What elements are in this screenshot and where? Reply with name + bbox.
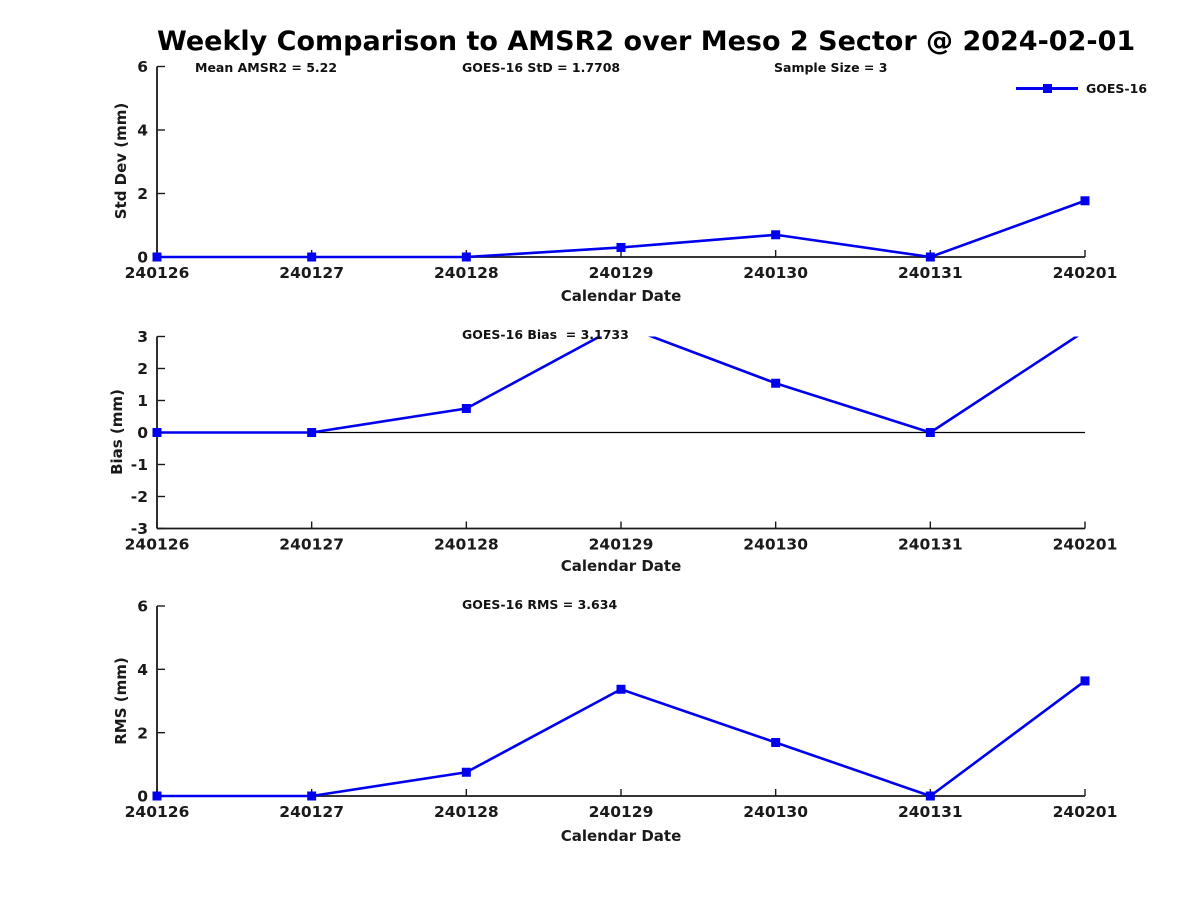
xlabel-bias: Calendar Date [560,557,682,575]
x-tick-label: 240130 [743,264,808,282]
y-tick-label: 3 [137,328,148,346]
y-tick-label: 2 [137,185,148,203]
legend-line-sample [1016,84,1078,93]
chart-bias: 240126 240127 240128 240129 240130 240131 2402… [125,328,1118,554]
data-point-marker [1080,676,1090,686]
y-tick-label: 4 [137,122,148,140]
y-tick-label: -2 [131,488,148,506]
x-tick-label: 240127 [279,536,344,554]
figure-title: Weekly Comparison to AMSR2 over Meso 2 S… [157,26,1136,57]
legend: GOES-16 [1016,81,1147,96]
data-point-marker [152,791,162,801]
y-tick-label: 6 [137,58,148,76]
y-tick-label: 4 [137,661,148,679]
y-tick-label: 2 [137,724,148,742]
square-marker-icon [1043,84,1052,93]
y-tick-label: -3 [131,520,148,538]
xlabel-stddev: Calendar Date [560,287,682,305]
y-tick-label: 2 [137,360,148,378]
data-line [157,679,1086,798]
annotation-goes16-bias: GOES-16 Bias = 3.1733 [462,327,629,342]
x-tick-label: 240130 [743,803,808,821]
legend-label: GOES-16 [1086,81,1148,96]
data-point-marker [461,767,471,777]
data-point-marker [307,791,317,801]
y-tick-label: 0 [137,788,148,806]
annotation-goes16-std: GOES-16 StD = 1.7708 [462,60,621,75]
x-tick-label: 240128 [434,803,499,821]
chart-stddev: 240126 240127 240128 240129 240130 240131 2402… [125,58,1118,282]
data-point-marker [616,242,626,252]
data-point-marker [307,252,317,262]
x-tick-label: 240131 [898,803,963,821]
annotation-sample-size: Sample Size = 3 [774,60,888,75]
data-point-marker [925,252,935,262]
ylabel-rms: RMS (mm) [112,657,130,745]
chart-rms: 240126 240127 240128 240129 240130 240131 2402… [125,598,1118,821]
data-point-marker [771,378,781,388]
x-tick-label: 240127 [279,803,344,821]
data-point-marker [1080,196,1090,206]
x-tick-label: 240129 [589,803,654,821]
data-point-marker [152,252,162,262]
x-tick-label: 240129 [589,264,654,282]
y-tick-label: -1 [131,456,148,474]
y-tick-label: 0 [137,424,148,442]
x-tick-label: 240131 [898,264,963,282]
x-tick-label: 240129 [589,536,654,554]
x-tick-label: 240201 [1053,803,1118,821]
data-point-marker [616,684,626,694]
x-tick-label: 240128 [434,264,499,282]
data-point-marker [461,252,471,262]
data-point-marker [771,230,781,240]
data-point-marker [152,428,162,437]
data-point-marker [925,428,935,437]
data-point-marker [461,404,471,413]
x-tick-label: 240127 [279,264,344,282]
ylabel-bias: Bias (mm) [108,389,126,475]
annotation-goes16-rms: GOES-16 RMS = 3.634 [462,597,618,612]
y-tick-label: 1 [137,392,148,410]
xlabel-rms: Calendar Date [560,827,682,845]
y-tick-label: 6 [137,598,148,616]
x-tick-label: 240126 [125,803,190,821]
x-tick-label: 240130 [743,536,808,554]
x-tick-label: 240128 [434,536,499,554]
ylabel-stddev: Std Dev (mm) [112,102,130,220]
x-tick-label: 240201 [1053,536,1118,554]
x-tick-label: 240201 [1053,264,1118,282]
data-point-marker [771,737,781,747]
data-point-marker [307,428,317,437]
x-tick-label: 240126 [125,536,190,554]
x-tick-label: 240126 [125,264,190,282]
y-tick-label: 0 [137,249,148,267]
x-tick-label: 240131 [898,536,963,554]
annotation-mean-amsr2: Mean AMSR2 = 5.22 [195,60,338,75]
data-point-marker [925,791,935,801]
